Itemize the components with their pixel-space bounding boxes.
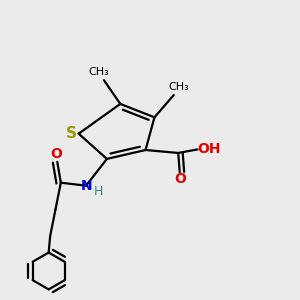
Text: S: S <box>66 126 77 141</box>
Text: CH₃: CH₃ <box>169 82 190 92</box>
Text: CH₃: CH₃ <box>88 67 109 77</box>
Text: H: H <box>94 184 103 197</box>
Text: N: N <box>80 179 92 193</box>
Text: O: O <box>174 172 186 186</box>
Text: OH: OH <box>197 142 220 156</box>
Text: O: O <box>51 148 63 161</box>
